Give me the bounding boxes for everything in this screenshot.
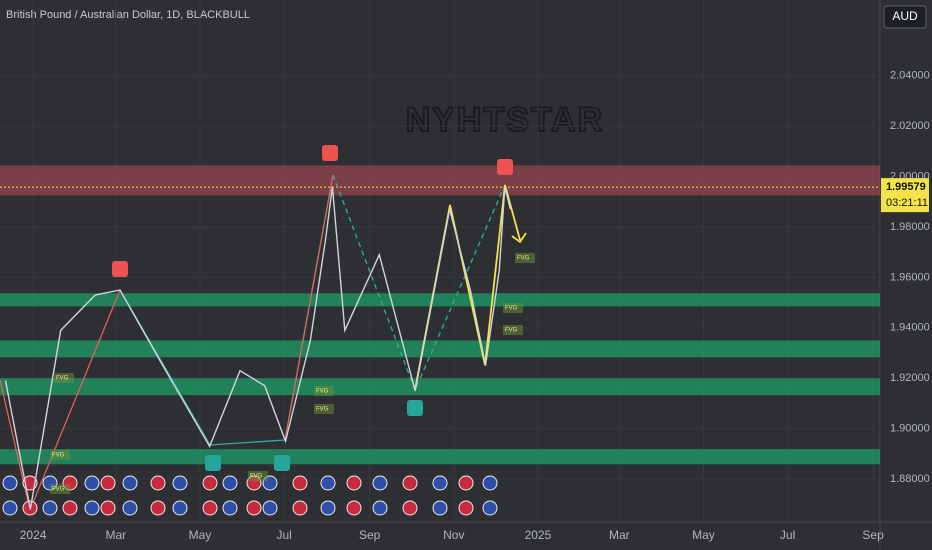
x-tick-label: Sep: [359, 528, 381, 542]
arrow-head: [511, 232, 527, 244]
event-flag: [122, 475, 138, 491]
event-flag: [482, 475, 498, 491]
pattern-line: [332, 174, 506, 392]
fvg-label: FVG: [505, 306, 518, 312]
fvg-box: [50, 450, 70, 460]
event-flag: [62, 500, 78, 516]
y-tick-label: 1.92000: [890, 372, 930, 384]
price-zone: [0, 340, 880, 358]
fvg-box: [503, 325, 523, 335]
price-zone: [0, 378, 880, 396]
x-tick-label: Nov: [443, 528, 464, 542]
event-flag: [402, 475, 418, 491]
y-tick-label: 2.02000: [890, 120, 930, 132]
fvg-label: FVG: [52, 453, 65, 459]
pattern-line: [284, 174, 334, 441]
fvg-box: [503, 303, 523, 313]
event-flag: [320, 475, 336, 491]
y-tick-label: 1.98000: [890, 221, 930, 233]
event-flag: [84, 475, 100, 491]
signal-markers: [112, 145, 513, 471]
currency-button[interactable]: [883, 5, 927, 29]
price-zone: [0, 165, 880, 196]
event-flag: [262, 500, 278, 516]
y-tick-label: 2.04000: [890, 70, 930, 82]
watermark: NYHTSTAR: [406, 101, 605, 139]
event-flag: [2, 500, 18, 516]
event-flag: [458, 475, 474, 491]
fvg-label: FVG: [316, 407, 329, 413]
event-flag: [100, 475, 116, 491]
event-flag: [222, 500, 238, 516]
event-flag: [402, 500, 418, 516]
fvg-box: [314, 386, 334, 396]
event-flag: [122, 500, 138, 516]
event-flag: [432, 500, 448, 516]
countdown: 03:21:11: [886, 197, 928, 209]
buy-marker: [274, 455, 290, 471]
last-price-label: 1.99579: [886, 181, 926, 193]
event-flag: [172, 500, 188, 516]
x-tick-label: Jul: [276, 528, 291, 542]
buy-marker: [205, 455, 221, 471]
price-line: [4, 186, 512, 510]
chart-title: British Pound / Australian Dollar, 1D, B…: [6, 9, 250, 21]
event-flag: [372, 500, 388, 516]
fvg-box: [515, 253, 535, 263]
y-tick-label: 1.88000: [890, 473, 930, 485]
fvg-label: FVG: [517, 256, 530, 262]
event-flag: [84, 500, 100, 516]
x-tick-label: Mar: [106, 528, 127, 542]
event-flag: [42, 500, 58, 516]
fvg-label: FVG: [250, 474, 263, 480]
fvg-label: FVG: [505, 328, 518, 334]
x-tick-label: May: [692, 528, 715, 542]
event-flag: [150, 475, 166, 491]
event-flag: [320, 500, 336, 516]
fvg-box: [54, 373, 74, 383]
x-tick-label: 2024: [20, 528, 47, 542]
fvg-box: [248, 471, 268, 481]
y-tick-label: 1.96000: [890, 271, 930, 283]
event-flag: [458, 500, 474, 516]
sell-marker: [322, 145, 338, 161]
event-flag: [346, 475, 362, 491]
currency[interactable]: AUD: [892, 9, 918, 23]
fvg-label: FVG: [56, 376, 69, 382]
last-price-box: [881, 178, 929, 213]
y-tick-label: 1.90000: [890, 423, 930, 435]
fvg-label: FVG: [52, 487, 65, 493]
event-flag: [432, 475, 448, 491]
fvg-label: FVG: [316, 389, 329, 395]
event-flag: [202, 475, 218, 491]
event-flag: [346, 500, 362, 516]
event-flag: [202, 500, 218, 516]
event-flag: [2, 475, 18, 491]
x-tick-label: Mar: [609, 528, 630, 542]
fvg-box: [314, 404, 334, 414]
x-tick-label: 2025: [525, 528, 552, 542]
event-flag: [246, 500, 262, 516]
event-flag: [292, 475, 308, 491]
event-flag: [292, 500, 308, 516]
event-flag: [172, 475, 188, 491]
price-zone: [0, 293, 880, 307]
y-tick-label: 1.94000: [890, 322, 930, 334]
event-flag: [482, 500, 498, 516]
sell-marker: [112, 261, 128, 277]
event-flag: [372, 475, 388, 491]
event-flag: [150, 500, 166, 516]
event-flags: [2, 475, 498, 516]
x-tick-label: Jul: [780, 528, 795, 542]
x-tick-label: May: [189, 528, 212, 542]
price-zone: [0, 449, 880, 465]
event-flag: [100, 500, 116, 516]
fvg-box: [50, 484, 70, 494]
event-flag: [222, 475, 238, 491]
sell-marker: [497, 159, 513, 175]
buy-marker: [407, 400, 423, 416]
x-tick-label: Sep: [862, 528, 884, 542]
